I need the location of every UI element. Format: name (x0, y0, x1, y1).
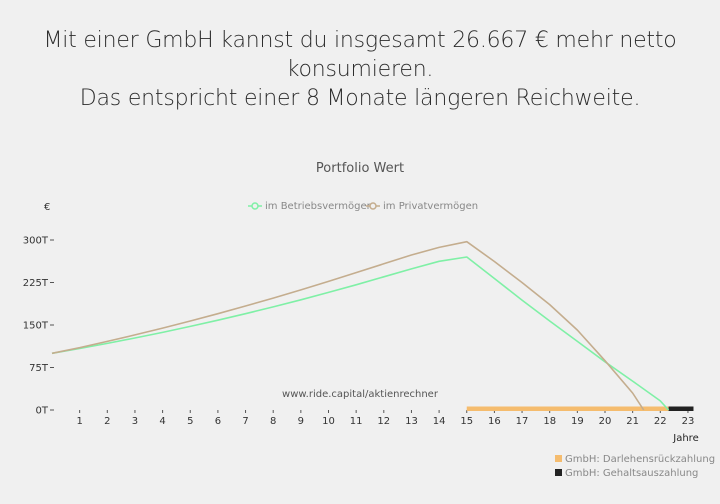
series-lines (51, 240, 670, 411)
x-tick-label: 4 (159, 416, 165, 427)
x-axis-label: Jahre (672, 433, 698, 444)
legend-swatch-darlehen (555, 455, 562, 462)
x-tick-label: 16 (488, 416, 501, 427)
x-tick-label: 9 (298, 416, 304, 427)
legend-label-darlehen: GmbH: Darlehensrückzahlung (565, 454, 715, 465)
series-line-privatvermoegen (51, 240, 645, 411)
legend-marker-betrieb (251, 202, 259, 210)
x-tick-label: 11 (350, 416, 363, 427)
y-tick-label: 0T (36, 406, 49, 417)
headline-line-1: Mit einer GmbH kannst du insgesamt 26.66… (43, 28, 677, 53)
watermark: www.ride.capital/aktienrechner (282, 389, 439, 400)
x-tick-label: 1 (76, 416, 82, 427)
x-tick-label: 18 (543, 416, 556, 427)
legend-swatch-gehalt (555, 469, 562, 476)
x-tick-label: 20 (599, 416, 612, 427)
x-tick-label: 15 (460, 416, 473, 427)
x-tick-label: 19 (571, 416, 584, 427)
payout-bars (466, 406, 694, 411)
x-tick-label: 6 (215, 416, 221, 427)
y-axis: 0T 75T 150T 225T 300T (23, 236, 54, 417)
y-tick-label: 300T (23, 236, 49, 247)
series-line-betriebsvermoegen (51, 256, 670, 411)
bar-darlehensrueckzahlung (466, 406, 669, 411)
legend-label-gehalt: GmbH: Gehaltsauszahlung (565, 468, 698, 479)
y-tick-label: 225T (23, 278, 49, 289)
x-tick-label: 8 (270, 416, 276, 427)
y-tick-label: 150T (23, 321, 49, 332)
x-tick-label: 14 (433, 416, 446, 427)
x-tick-label: 2 (104, 416, 110, 427)
legend-marker-privat (369, 202, 377, 210)
x-tick-label: 5 (187, 416, 193, 427)
bar-gehaltsauszahlung (668, 406, 694, 411)
x-tick-label: 10 (322, 416, 335, 427)
x-tick-label: 21 (626, 416, 639, 427)
x-tick-label: 12 (377, 416, 390, 427)
legend-bottom[interactable]: GmbH: Darlehensrückzahlung GmbH: Gehalts… (555, 454, 715, 479)
headline-line-2: konsumieren. (286, 57, 434, 82)
legend-label-privat: im Privatvermögen (383, 201, 478, 212)
x-tick-label: 22 (654, 416, 667, 427)
x-tick-label: 23 (682, 416, 695, 427)
headline-line-3: Das entspricht einer 8 Monate längeren R… (79, 86, 641, 111)
chart-title: Portfolio Wert (316, 161, 404, 176)
x-tick-label: 3 (132, 416, 138, 427)
legend-top[interactable]: im Betriebsvermögen im Privatvermögen (248, 201, 478, 212)
x-tick-label: 17 (516, 416, 529, 427)
x-axis: 1 2 3 4 5 6 7 8 9 10 11 12 13 14 15 16 17 18 19 20 21 22 23 (76, 410, 694, 427)
legend-label-betrieb: im Betriebsvermögen (265, 201, 373, 212)
y-tick-label: 75T (29, 363, 49, 374)
x-tick-label: 7 (242, 416, 248, 427)
y-axis-unit: € (44, 202, 50, 213)
headline: Mit einer GmbH kannst du insgesamt 26.66… (0, 26, 720, 113)
x-tick-label: 13 (405, 416, 418, 427)
